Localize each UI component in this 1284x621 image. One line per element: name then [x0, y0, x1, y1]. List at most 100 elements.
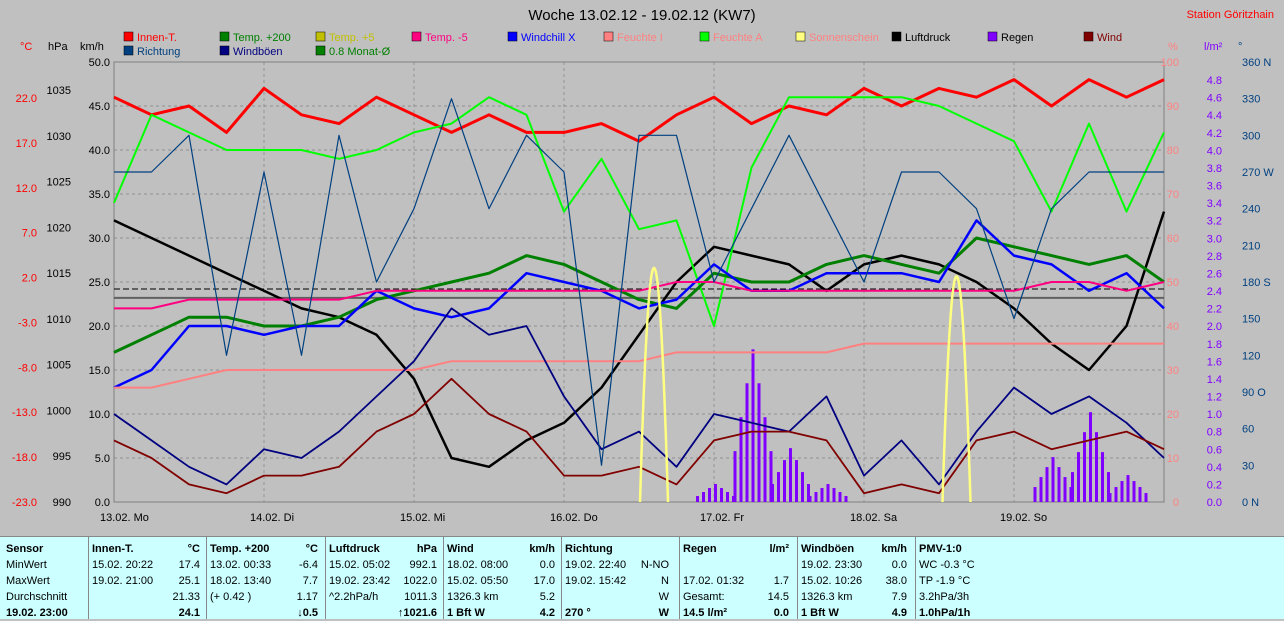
tick-label: 12.0 — [16, 183, 37, 195]
stats-row: 18.02. 08:00 0.0 — [447, 557, 555, 573]
stats-cell: WC -0.3 °C — [919, 559, 975, 571]
rain-bar — [1144, 493, 1148, 502]
stats-header: Windböen km/h — [801, 541, 907, 557]
stats-col-pmv: PMV-1:0 WC -0.3 °C TP -1.9 °C 3.2hPa/3h 1.0h… — [919, 541, 1019, 619]
stats-row: 18.02. 13:40 7.7 — [210, 573, 318, 589]
rain-bar — [1071, 472, 1074, 502]
stats-cell-label: ^2.2hPa/h — [329, 591, 379, 603]
legend-swatch — [1083, 31, 1094, 42]
stats-cell-label: 19.02. 21:00 — [92, 575, 154, 587]
tick-label: 1010 — [47, 314, 71, 326]
series-line-windchill-x — [113, 219, 1165, 389]
tick-label: 4.4 — [1207, 110, 1222, 122]
rain-bar — [844, 496, 848, 502]
tick-label: 150 — [1242, 314, 1260, 326]
stats-cell-label: (+ 0.42 ) — [210, 591, 252, 603]
legend-swatch — [123, 45, 134, 56]
legend-swatch — [603, 31, 614, 42]
stats-row: 15.02. 10:26 38.0 — [801, 573, 907, 589]
series-line-innen-t- — [113, 78, 1165, 143]
stats-header: Temp. +200 °C — [210, 541, 318, 557]
tick-label: 2.2 — [1207, 304, 1222, 316]
stats-header-label: Innen-T. — [92, 543, 134, 555]
tick-label: 0.4 — [1207, 462, 1222, 474]
axis-labels: °C hPa km/h% l/m² ° — [20, 41, 1242, 53]
axis-unit-label: hPa — [48, 41, 68, 53]
stats-cell-label: 1 Bft W — [447, 607, 485, 619]
tick-label: 990 — [53, 497, 71, 509]
stats-cell-value: 1.7 — [773, 575, 789, 587]
stats-header: Innen-T. °C — [92, 541, 200, 557]
rain-bar — [1108, 493, 1112, 502]
rain-bar — [1083, 432, 1086, 502]
tick-label: 1.0 — [1207, 409, 1222, 421]
stats-separator — [206, 537, 207, 619]
stats-cell: TP -1.9 °C — [919, 575, 971, 587]
stats-cell-label: 14.5 l/m² — [683, 607, 728, 619]
legend-label: Wind — [1097, 32, 1122, 44]
tick-label: 20 — [1167, 409, 1179, 421]
stats-row: 19.02. 23:30 0.0 — [801, 557, 907, 573]
tick-label: 10 — [1167, 453, 1179, 465]
stats-cell-label: 1 Bft W — [801, 607, 839, 619]
stats-row: 14.5 l/m² 0.0 — [683, 605, 789, 621]
stats-header: Richtung — [565, 541, 669, 557]
stats-cell-value: N — [661, 575, 669, 587]
stats-cell-value: 38.0 — [885, 575, 907, 587]
stats-row: 24.1 — [92, 605, 200, 621]
day-label: 19.02. So — [1000, 512, 1047, 524]
legend-label: Regen — [1001, 32, 1033, 44]
stats-separator — [915, 537, 916, 619]
stats-row: 1 Bft W 4.9 — [801, 605, 907, 621]
tick-label: 4.6 — [1207, 93, 1222, 105]
tick-label: 2.6 — [1207, 268, 1222, 280]
tick-label: 1025 — [47, 177, 71, 189]
stats-col-temp: Temp. +200 °C 13.02. 00:33 -6.4 18.02. 13:40… — [210, 541, 318, 619]
stats-cell-value: ↑1021.6 — [397, 607, 437, 619]
tick-label: 3.0 — [1207, 233, 1222, 245]
tick-label: -3.0 — [18, 317, 37, 329]
stats-header: Luftdruck hPa — [329, 541, 437, 557]
rain-bar — [771, 484, 774, 502]
stats-row: MaxWert — [6, 573, 86, 589]
stats-cell-label: 15.02. 10:26 — [801, 575, 863, 587]
series-line-sonnenschein — [941, 275, 972, 503]
stats-cell: MaxWert — [6, 575, 50, 587]
chart-title: Woche 13.02.12 - 19.02.12 (KW7) — [528, 7, 755, 24]
rain-bar — [708, 488, 711, 502]
stats-row: 19.02. 22:40 N-NO — [565, 557, 669, 573]
tick-label: 60 — [1167, 233, 1179, 245]
tick-label: 1030 — [47, 131, 71, 143]
stats-cell-label: 19.02. 23:42 — [329, 575, 391, 587]
stats-cell-value: 1011.3 — [404, 591, 437, 603]
rain-bar — [751, 349, 755, 502]
tick-label: 100 — [1161, 57, 1179, 69]
stats-header-unit: km/h — [881, 543, 907, 555]
rain-bar — [808, 496, 812, 502]
stats-header-label: Sensor — [6, 543, 44, 555]
tick-label: 4.2 — [1207, 128, 1222, 140]
stats-header-label: Wind — [447, 543, 474, 555]
legend-label: Windchill X — [521, 32, 576, 44]
stats-row: (+ 0.42 ) 1.17 — [210, 589, 318, 605]
rain-bar — [801, 472, 804, 502]
stats-header-unit: °C — [305, 543, 318, 555]
rain-bar — [745, 383, 749, 502]
tick-labels: 22.0 17.0 12.0 7.0 2.0 -3.0 -8.0 -13.0 -18.0 -23.… — [12, 57, 1274, 524]
stats-cell: Durchschnitt — [6, 591, 68, 603]
stats-cell-value: 0.0 — [891, 559, 907, 571]
series-line-temp-200 — [113, 236, 1165, 354]
stats-separator — [443, 537, 444, 619]
tick-label: 17.0 — [16, 138, 37, 150]
tick-label: 0.0 — [95, 497, 110, 509]
stats-cell-value: 17.0 — [533, 575, 555, 587]
stats-cell-label: 18.02. 08:00 — [447, 559, 509, 571]
tick-label: 15.0 — [89, 365, 110, 377]
stats-separator — [797, 537, 798, 619]
tick-label: 210 — [1242, 240, 1260, 252]
stats-cell-label: 13.02. 00:33 — [210, 559, 272, 571]
tick-label: 90 O — [1242, 387, 1266, 399]
series-line-temp-5 — [114, 281, 1165, 310]
stats-row: 1 Bft W 4.2 — [447, 605, 555, 621]
stats-cell-value: W — [658, 607, 669, 619]
